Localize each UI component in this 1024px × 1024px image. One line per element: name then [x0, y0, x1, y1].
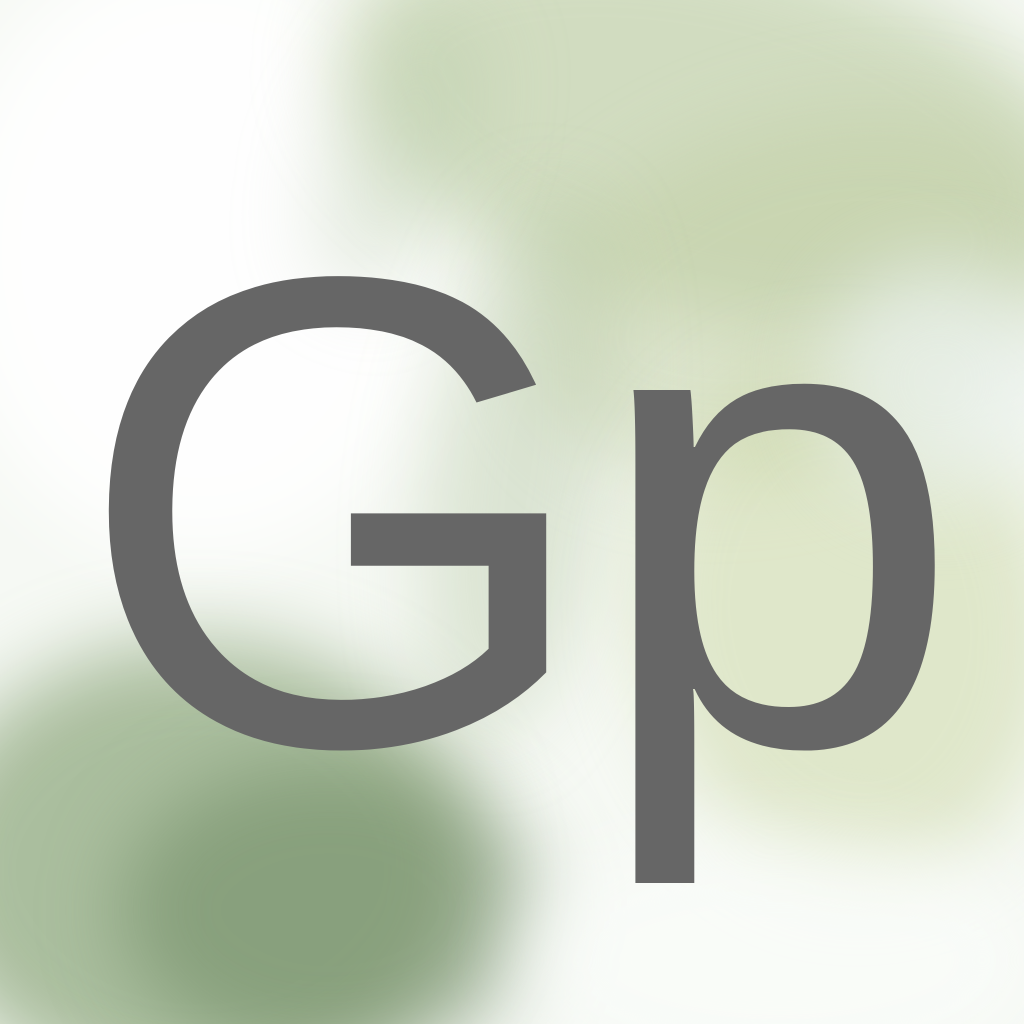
bg-foliage-blob [120, 760, 540, 1024]
bg-light-area [520, 840, 1024, 1024]
monogram-text: Gp [75, 137, 963, 886]
bg-light-area [820, 260, 1024, 500]
